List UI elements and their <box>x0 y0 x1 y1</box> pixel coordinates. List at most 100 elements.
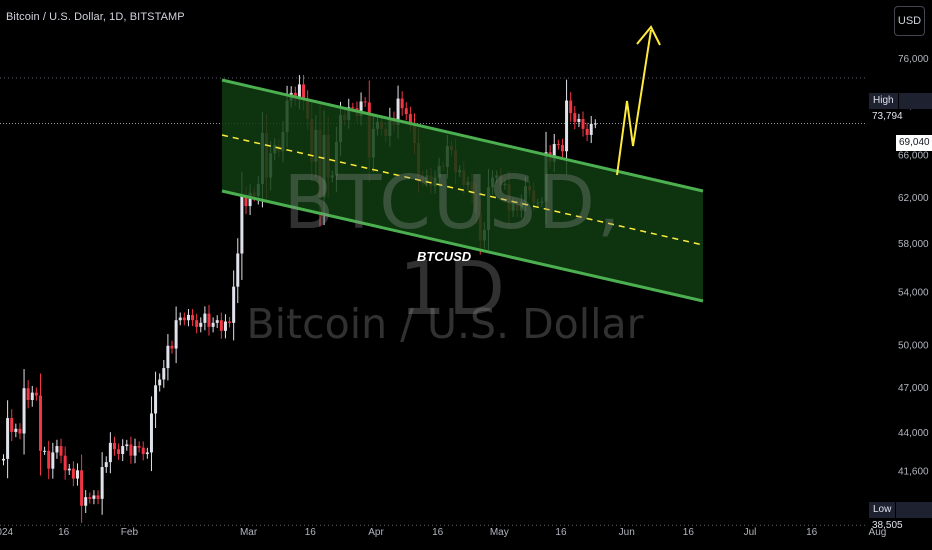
candle-body <box>565 100 569 152</box>
candle <box>2 454 5 466</box>
candle-body <box>581 118 585 129</box>
symbol-title[interactable]: Bitcoin / U.S. Dollar, 1D, BITSTAMP <box>6 11 185 23</box>
high-badge-tag: High <box>869 93 899 109</box>
candle-body <box>228 321 232 323</box>
time-tick-label: 16 <box>58 527 70 538</box>
watermark-symbol: BTCUSD, 1D <box>283 160 623 332</box>
candle-body <box>211 322 215 327</box>
candle-body <box>133 446 137 456</box>
candle <box>71 461 75 487</box>
candle-body <box>149 413 153 453</box>
candle-body <box>573 113 577 122</box>
candle <box>585 122 589 142</box>
candle <box>117 443 121 460</box>
candle-body <box>14 428 18 432</box>
candle <box>219 312 223 339</box>
price-tick-label: 47,000 <box>898 383 929 394</box>
candle <box>162 360 166 388</box>
drawings-layer[interactable] <box>221 25 704 303</box>
candle-body <box>236 253 240 287</box>
candle-body <box>80 470 84 506</box>
high-badge-value: 73,794 <box>872 111 903 122</box>
candle <box>145 447 149 459</box>
candle <box>577 113 581 128</box>
channel-text-label[interactable]: BTCUSD <box>417 249 472 264</box>
breakout-arrow[interactable] <box>616 29 652 176</box>
candle-body <box>186 314 190 321</box>
low-price-badge: Low 38,505 <box>869 502 932 531</box>
candle-body <box>125 444 129 447</box>
candle <box>47 440 51 480</box>
candle-body <box>232 286 236 323</box>
candle <box>129 436 133 464</box>
candle-body <box>137 446 141 448</box>
channel-upper-line[interactable] <box>221 78 704 193</box>
candle <box>14 423 18 438</box>
candle-body <box>92 495 96 499</box>
candle-body <box>207 313 211 327</box>
candle <box>211 317 215 333</box>
candle <box>215 315 219 328</box>
candle <box>104 456 108 473</box>
price-tick-label: 41,600 <box>898 466 929 477</box>
candle-body <box>223 321 227 331</box>
candle <box>88 492 92 504</box>
candle <box>92 490 96 505</box>
candle-body <box>88 497 92 499</box>
candle-body <box>18 428 22 434</box>
candle <box>178 312 182 326</box>
candle-body <box>182 317 186 321</box>
candle <box>75 463 79 486</box>
candle <box>112 436 116 456</box>
candle <box>560 138 564 158</box>
candle-body <box>219 320 223 331</box>
candle-body <box>158 379 162 386</box>
candle <box>10 409 14 441</box>
breakout-arrowhead[interactable] <box>636 25 661 46</box>
candle-body <box>63 455 67 471</box>
candle <box>6 400 10 479</box>
time-tick-label: Feb <box>121 527 139 538</box>
time-tick-label: 16 <box>806 527 818 538</box>
candle-body <box>162 368 166 380</box>
candle <box>55 439 59 459</box>
candle-body <box>129 444 133 456</box>
candle <box>18 423 22 440</box>
currency-button[interactable]: USD <box>894 6 925 36</box>
candle <box>207 305 211 336</box>
price-tick-label: 76,000 <box>898 54 929 65</box>
candle <box>22 369 26 455</box>
time-tick-label: 16 <box>432 527 444 538</box>
candle-body <box>26 388 30 400</box>
candle <box>137 441 141 453</box>
candle-body <box>577 118 581 122</box>
candle-body <box>174 320 178 349</box>
candle-body <box>34 392 38 396</box>
candle <box>404 102 408 121</box>
candle-body <box>30 392 34 400</box>
channel-lower-line[interactable] <box>221 189 704 303</box>
candle-body <box>351 107 355 109</box>
low-badge-tag: Low <box>869 502 897 518</box>
candle-body <box>59 446 63 456</box>
candle-body <box>75 470 79 479</box>
candle <box>43 446 47 455</box>
candle-body <box>84 497 88 506</box>
candle <box>589 116 593 144</box>
candle <box>174 306 178 364</box>
time-axis[interactable]: 2024 16 Feb Mar 16 Apr 16 May 16 Jun 16 Jul 16 Aug <box>0 527 886 538</box>
candle <box>133 438 137 464</box>
candle-body <box>585 128 589 135</box>
candle-body <box>248 192 252 207</box>
candle-body <box>141 447 145 455</box>
candle-body <box>244 194 248 207</box>
candle-body <box>560 145 564 152</box>
channel-midline[interactable] <box>221 134 704 246</box>
candle <box>80 454 84 523</box>
candle-body <box>593 123 597 125</box>
high-price-badge: High 73,794 <box>869 93 932 122</box>
candle-body <box>556 144 560 146</box>
candle-body <box>55 446 59 453</box>
candle-body <box>6 418 10 459</box>
